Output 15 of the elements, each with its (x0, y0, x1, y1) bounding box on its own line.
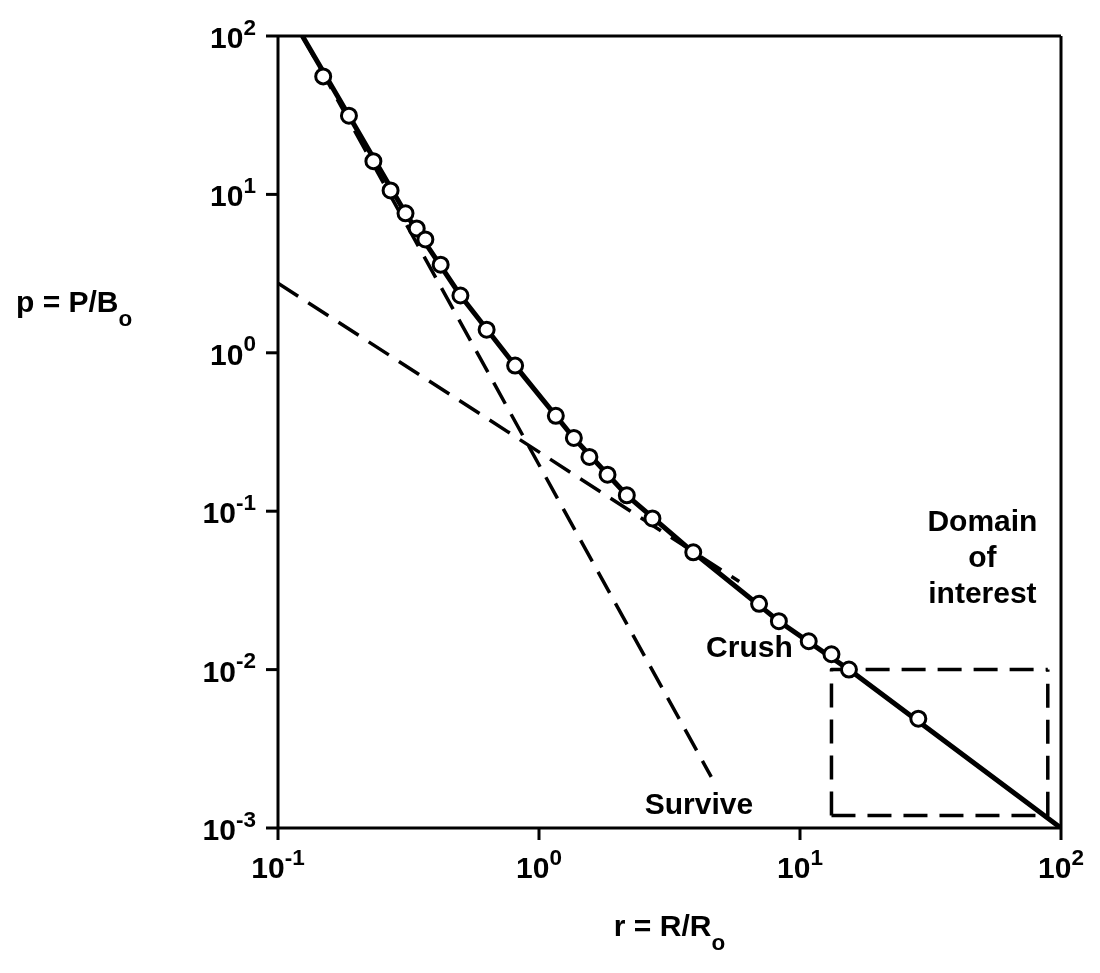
annotation: Crush (706, 630, 793, 664)
y-axis-title: p = P/B$_{o}$ (16, 285, 133, 331)
y-tick-label: 10$^{0}$ (210, 331, 256, 371)
annotation: Domain of interest (927, 504, 1038, 610)
x-tick-label: 10$^{1}$ (777, 844, 823, 884)
y-tick-label: 10$^{-2}$ (202, 648, 256, 688)
x-tick-label: 10$^{2}$ (1038, 844, 1084, 884)
annotation: Survive (644, 786, 754, 820)
x-tick-label: 10$^{0}$ (516, 844, 562, 884)
y-tick-label: 10$^{-3}$ (202, 806, 256, 846)
y-tick-label: 10$^{1}$ (210, 172, 256, 213)
y-tick-label: 10$^{2}$ (210, 14, 256, 54)
x-tick-label: 10$^{-1}$ (251, 844, 305, 884)
x-axis-title: r = R/R$_{o}$ (613, 909, 726, 955)
y-tick-label: 10$^{-1}$ (202, 489, 256, 530)
